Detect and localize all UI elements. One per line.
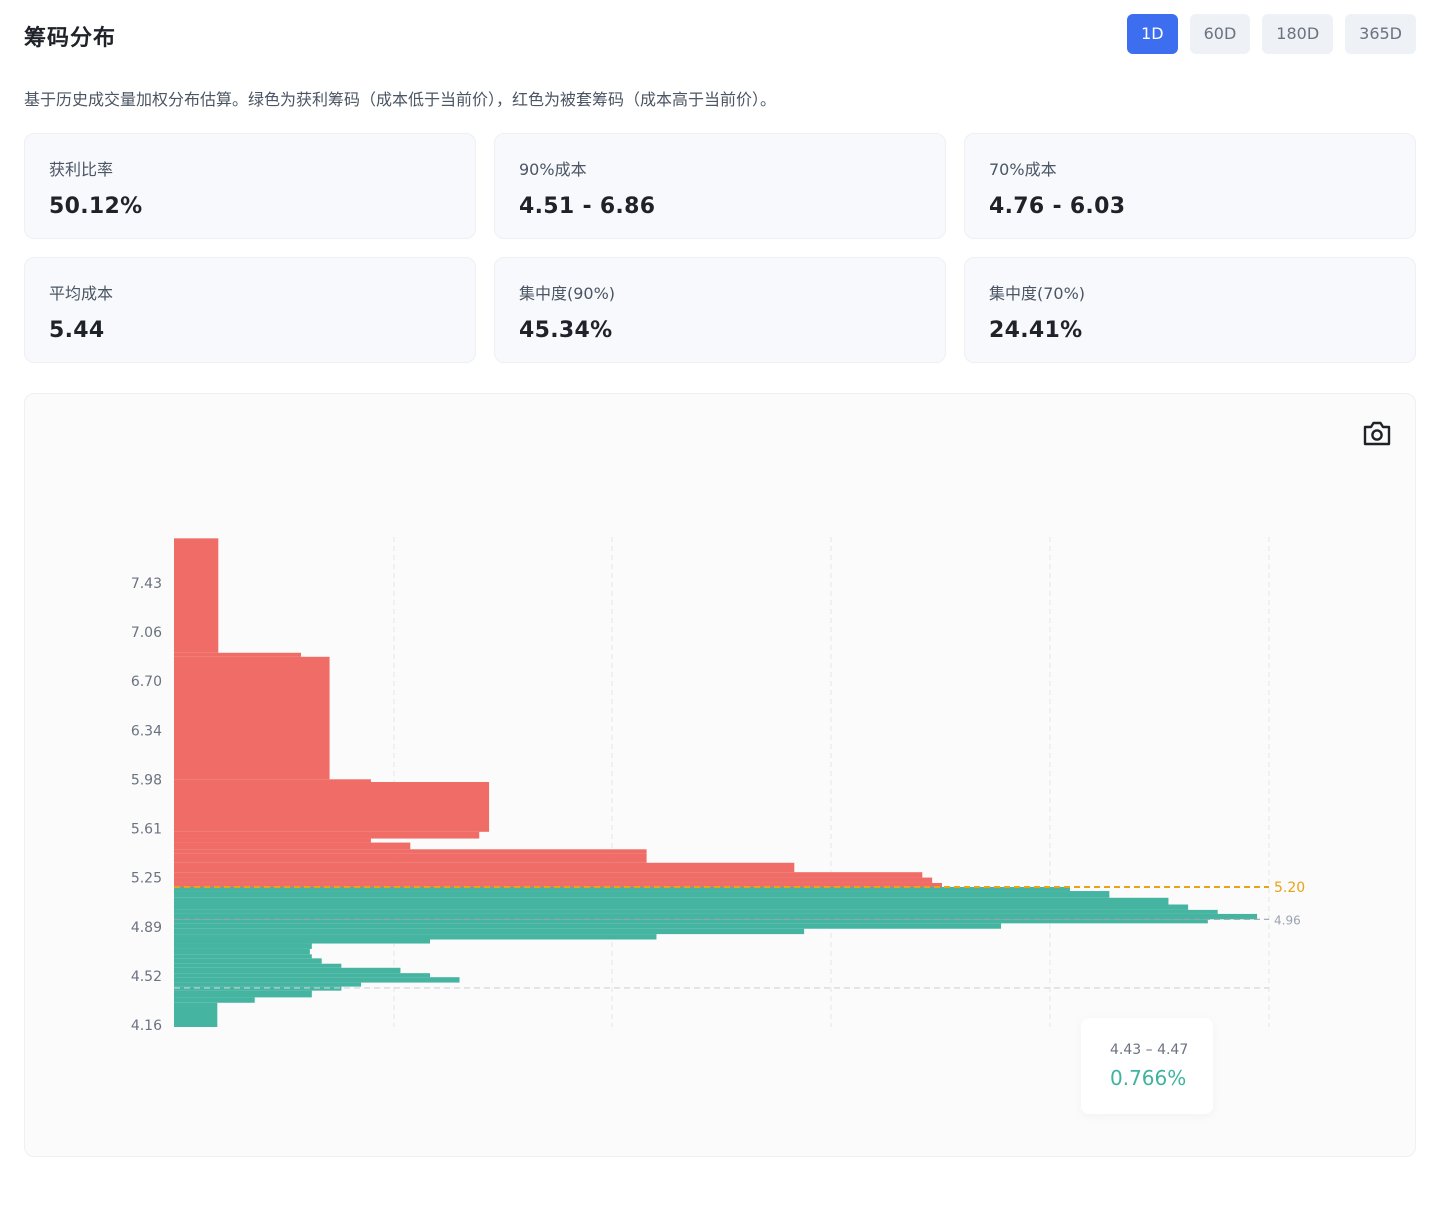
- chart-y-tick-label: 4.52: [131, 969, 162, 985]
- chart-bar: [174, 913, 1258, 920]
- description-text: 基于历史成交量加权分布估算。绿色为获利筹码（成本低于当前价），红色为被套筹码（成…: [24, 90, 777, 109]
- chart-bar: [174, 538, 219, 653]
- chart-y-tick-label: 4.89: [131, 920, 162, 936]
- stat-label: 70%成本: [989, 160, 1057, 179]
- header: 筹码分布 1D 60D 180D 365D: [24, 14, 1416, 58]
- chart-bar: [174, 928, 805, 935]
- chart-bar: [174, 990, 312, 998]
- chart-reference-label: 4.96: [1274, 913, 1301, 927]
- stat-card-cost-90: 90%成本 4.51 - 6.86: [494, 133, 946, 239]
- stat-label: 集中度(70%): [989, 284, 1086, 303]
- stat-value: 4.51 - 6.86: [519, 194, 656, 219]
- chart-bar: [174, 909, 1218, 914]
- chart-bar: [174, 939, 430, 944]
- page-title: 筹码分布: [24, 26, 117, 51]
- chart-bar: [174, 958, 322, 964]
- chart-y-tick-label: 5.25: [131, 871, 162, 887]
- chart-y-tick-label: 7.06: [131, 625, 162, 641]
- chart-bar: [174, 1002, 218, 1027]
- chart-bar: [174, 923, 1002, 929]
- chart-bar: [174, 779, 371, 782]
- chart-bar: [174, 872, 923, 878]
- chart-bar: [174, 891, 1110, 898]
- chart-bar: [174, 919, 1208, 924]
- period-tab-365d[interactable]: 365D: [1345, 14, 1416, 54]
- chart-bar: [174, 943, 312, 949]
- chart-bar: [174, 954, 312, 959]
- chart-bar: [174, 882, 942, 887]
- chart-bar: [174, 982, 362, 987]
- chip-distribution-chart: 5.20 4.96 7.43 7.06 6.70 6.34 5.98 5.61 5.25 4.89…: [131, 537, 1305, 1034]
- chart-bar: [174, 853, 647, 863]
- stat-label: 集中度(90%): [519, 284, 616, 303]
- stats-grid: 获利比率 50.12% 90%成本 4.51 - 6.86 70%成本 4.76…: [24, 133, 1416, 363]
- chart-y-tick-label: 6.70: [131, 674, 162, 690]
- chart-bar: [174, 963, 342, 968]
- chart-bar: [174, 862, 795, 873]
- chart-y-tick-label: 7.43: [131, 576, 162, 592]
- chart-tooltip: 4.43 – 4.47 0.766%: [1081, 1018, 1213, 1114]
- chart-bar: [174, 986, 342, 991]
- camera-icon[interactable]: [1361, 418, 1393, 448]
- stat-label: 获利比率: [49, 160, 114, 179]
- chart-bar: [174, 997, 255, 1003]
- chart-y-tick-label: 5.61: [131, 822, 162, 838]
- tooltip-percentage: 0.766%: [1110, 1066, 1187, 1090]
- stat-value: 5.44: [49, 318, 105, 343]
- period-tab-180d[interactable]: 180D: [1262, 14, 1334, 54]
- chart-reference-label: 5.20: [1274, 880, 1305, 896]
- chart-bar: [174, 842, 411, 850]
- chart-bar: [174, 877, 933, 883]
- chart-bar: [174, 904, 1189, 910]
- chart-bar: [174, 656, 330, 780]
- stat-card-avg-cost: 平均成本 5.44: [24, 257, 476, 363]
- period-tab-60d[interactable]: 60D: [1189, 14, 1251, 54]
- stat-card-concentration-70: 集中度(70%) 24.41%: [964, 257, 1416, 363]
- chart-bar: [174, 948, 310, 955]
- tooltip-price-range: 4.43 – 4.47: [1110, 1042, 1189, 1058]
- chart-bar: [174, 849, 647, 854]
- chart-bar: [174, 934, 657, 940]
- stat-value: 50.12%: [49, 194, 143, 219]
- chart-bar: [174, 887, 1070, 892]
- chart-bar: [174, 973, 430, 978]
- chart-bar: [174, 977, 460, 983]
- chart-bar: [174, 967, 401, 974]
- stat-value: 45.34%: [519, 318, 613, 343]
- chart-y-tick-label: 5.98: [131, 772, 162, 788]
- stat-value: 24.41%: [989, 318, 1083, 343]
- chart-bar: [174, 831, 480, 839]
- chart-bar: [174, 782, 490, 832]
- stat-card-concentration-90: 集中度(90%) 45.34%: [494, 257, 946, 363]
- stat-card-cost-70: 70%成本 4.76 - 6.03: [964, 133, 1416, 239]
- chip-distribution-chart-card: 5.20 4.96 7.43 7.06 6.70 6.34 5.98 5.61 5.25 4.89…: [24, 393, 1416, 1157]
- stat-card-profit-ratio: 获利比率 50.12%: [24, 133, 476, 239]
- stat-label: 90%成本: [519, 160, 587, 179]
- stat-label: 平均成本: [49, 284, 114, 303]
- period-tab-1d[interactable]: 1D: [1127, 14, 1178, 54]
- period-selector: 1D 60D 180D 365D: [1127, 14, 1416, 54]
- chart-bar: [174, 897, 1169, 905]
- chart-bar: [174, 652, 302, 657]
- chart-y-tick-label: 4.16: [131, 1018, 162, 1034]
- chart-y-tick-label: 6.34: [131, 723, 162, 739]
- chart-bar: [174, 838, 371, 843]
- stat-value: 4.76 - 6.03: [989, 194, 1126, 219]
